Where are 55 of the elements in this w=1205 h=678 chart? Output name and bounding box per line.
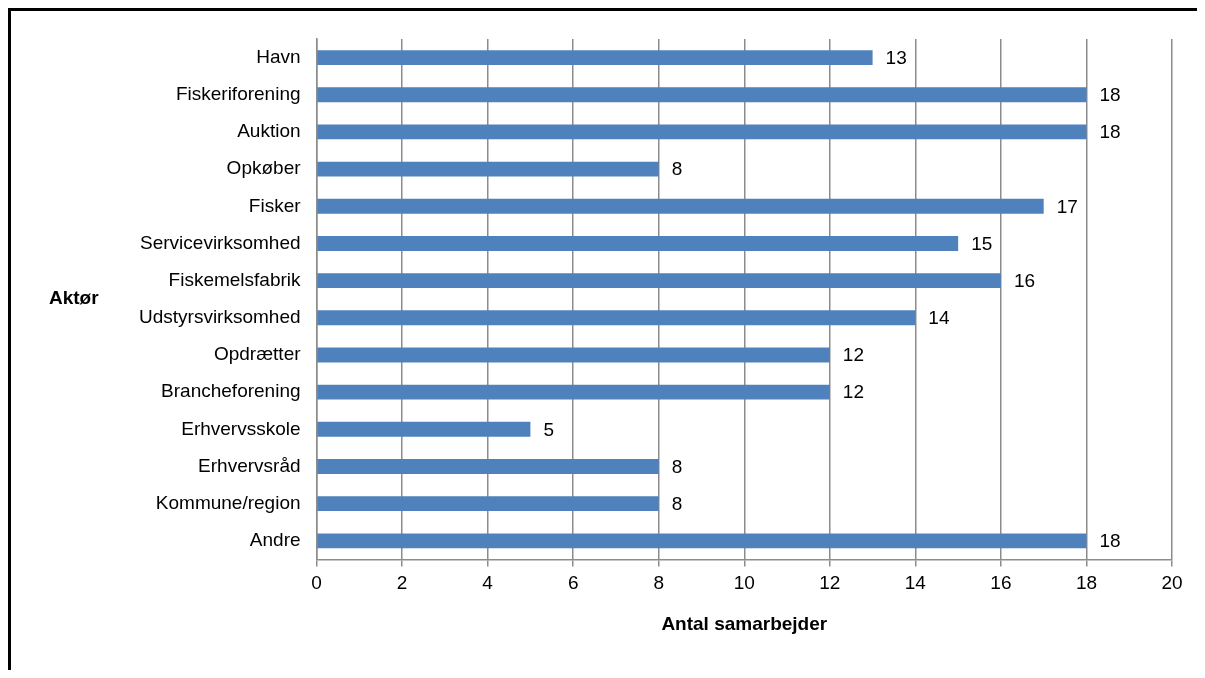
- data-label: 5: [543, 418, 554, 440]
- data-label: 18: [1099, 530, 1121, 552]
- x-tick-label: 16: [990, 572, 1012, 594]
- data-label: 15: [971, 232, 993, 254]
- data-label: 18: [1099, 121, 1121, 143]
- bar: [317, 236, 959, 251]
- y-tick-label: Fisker: [248, 194, 302, 216]
- y-tick-label: Servicevirksomhed: [140, 231, 301, 253]
- bar: [317, 496, 659, 512]
- y-tick-label: Erhvervsskole: [181, 417, 301, 439]
- x-axis-title: Antal samarbejder: [661, 612, 828, 634]
- bar: [317, 87, 1087, 103]
- y-tick-label: Andre: [249, 529, 301, 551]
- x-tick-label: 0: [311, 572, 322, 594]
- y-axis-title: Aktør: [49, 287, 100, 309]
- x-tick-label: 10: [733, 572, 755, 594]
- data-label: 16: [1013, 269, 1036, 291]
- bar: [317, 384, 830, 400]
- bar: [317, 421, 531, 437]
- data-label: 8: [671, 492, 683, 514]
- x-tick-label: 20: [1161, 572, 1183, 594]
- x-tick-label: 18: [1075, 572, 1098, 594]
- y-tick-label: Auktion: [237, 120, 301, 142]
- x-tick-label: 8: [653, 572, 665, 594]
- data-label: 8: [671, 158, 683, 180]
- x-tick-label: 14: [904, 572, 927, 594]
- data-label: 12: [842, 381, 864, 403]
- bar: [317, 273, 1001, 289]
- x-tick-label: 6: [567, 572, 579, 594]
- x-tick-label: 4: [482, 572, 494, 594]
- y-tick-label: Fiskemelsfabrik: [168, 268, 302, 290]
- data-label: 13: [885, 46, 907, 68]
- bar: [317, 459, 659, 474]
- y-tick-label: Opkøber: [226, 157, 302, 179]
- y-tick-label: Kommune/region: [155, 491, 301, 513]
- bar: [317, 161, 659, 177]
- bar: [317, 198, 1044, 214]
- data-label: 14: [928, 307, 950, 329]
- bar: [317, 310, 916, 326]
- bar: [317, 124, 1087, 140]
- y-tick-label: Udstyrsvirksomhed: [138, 306, 301, 328]
- data-label: 8: [671, 455, 683, 477]
- x-tick-label: 2: [396, 572, 408, 594]
- y-tick-label: Fiskeriforening: [175, 82, 301, 104]
- x-tick-label: 12: [819, 572, 841, 594]
- data-label: 18: [1099, 83, 1121, 105]
- data-label: 17: [1056, 195, 1078, 217]
- y-tick-label: Brancheforening: [161, 380, 301, 402]
- y-tick-label: Opdrætter: [213, 343, 302, 365]
- y-tick-label: Erhvervsråd: [198, 454, 301, 476]
- bar: [317, 347, 830, 363]
- bar: [317, 533, 1087, 549]
- bar: [317, 50, 873, 66]
- y-tick-label: Havn: [256, 45, 301, 67]
- data-label: 12: [842, 344, 864, 366]
